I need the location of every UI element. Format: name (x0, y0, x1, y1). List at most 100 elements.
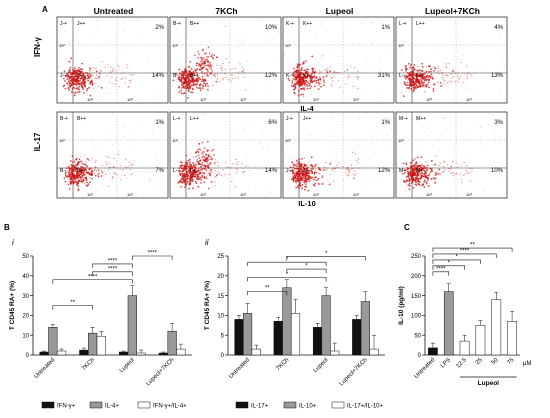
bar (243, 313, 253, 356)
significance-label: **** (108, 258, 118, 264)
bar (459, 340, 470, 356)
y-tick-label: 50 (414, 333, 421, 339)
legend-swatch (283, 401, 297, 409)
plot-frame (56, 16, 169, 104)
bar (88, 332, 98, 356)
bar (48, 327, 58, 356)
bar (491, 299, 502, 356)
bar (282, 287, 292, 356)
significance-label: * (325, 251, 328, 257)
column-title: Lupeol+7KCh (425, 6, 480, 16)
scatter-dots (282, 112, 392, 192)
bar (127, 295, 137, 356)
legend-label: IFN-γ+ (57, 404, 76, 410)
significance-bracket (432, 271, 450, 276)
bar (507, 321, 517, 356)
quadrant-label: B++ (190, 21, 199, 27)
scatter-dots (170, 16, 279, 104)
significance-label: **** (436, 266, 446, 272)
quadrant-label: L-+ (399, 21, 406, 27)
significance-bracket (52, 279, 133, 284)
tick-label: 10³ (353, 192, 359, 197)
panel-label-b: B (4, 223, 10, 232)
bar (321, 295, 331, 356)
legend-swatch (235, 401, 249, 409)
row-bottom-label: IL-4 (300, 104, 314, 113)
flow-plot: J-+ J++ J-- J+- 1% 12% 10³ 10³ 10² (282, 111, 395, 199)
tick-label: 10³ (87, 97, 93, 102)
quadrant-label: K++ (303, 21, 312, 27)
x-tick-label: Untreated (228, 357, 251, 380)
y-tick-label: 20 (22, 314, 29, 320)
tick-label: 10³ (200, 97, 206, 102)
quadrant-label: B-- (60, 168, 67, 174)
tick-label: 10² (398, 138, 404, 143)
legend-label: IL-17+ (251, 404, 269, 410)
significance-label: * (305, 264, 308, 270)
plot-frame (395, 111, 508, 199)
panel-label-b-i: i (12, 238, 14, 247)
bar (136, 352, 146, 356)
tick-label: 10³ (426, 97, 432, 102)
bar (158, 352, 168, 356)
y-tick-label: 0 (418, 353, 422, 359)
significance-bracket (286, 268, 327, 274)
scatter-dots (396, 114, 502, 198)
flow-plot: B-+ B++ B-- B+- 1% 7% 10³ 10³ 10² (56, 111, 169, 199)
quadrant-label: K-- (286, 73, 293, 79)
bar (475, 325, 486, 356)
quadrant-label: J-+ (60, 21, 67, 27)
percentage-upper-right: 2% (155, 25, 164, 31)
percentage-lower-right: 14% (152, 73, 165, 79)
quadrant-label: L-- (399, 73, 405, 79)
plot-frame (395, 16, 508, 104)
bar (443, 291, 454, 356)
row-axis-label: IFN-γ (33, 36, 42, 57)
quadrant-label: K+- (303, 73, 311, 79)
legend-swatch (89, 401, 103, 409)
y-tick-label: 10 (22, 333, 29, 339)
flow-plot: J-+ J++ J-- J+- 2% 14% 10³ 10³ 10² (56, 16, 169, 104)
x-tick-label: Lupeol (119, 357, 136, 374)
tick-label: 10³ (466, 97, 472, 102)
bar (312, 327, 323, 356)
significance-label: * (455, 254, 458, 260)
x-tick-label: Untreated (33, 357, 56, 380)
significance-bracket (247, 261, 327, 267)
y-tick-label: 150 (411, 294, 422, 300)
bar (119, 351, 129, 356)
bar (290, 313, 301, 356)
bar (167, 330, 177, 356)
tick-label: 10² (172, 138, 178, 143)
tick-label: 10² (172, 43, 178, 48)
quadrant-label: L-- (173, 168, 179, 174)
x-tick-label: Lupeol+7KCh (339, 357, 369, 387)
significance-bracket (432, 247, 513, 253)
legend-swatch (331, 401, 345, 409)
quadrant-label: J-- (286, 168, 292, 174)
x-tick-label: 75 (507, 357, 516, 366)
quadrant-label: J+- (77, 73, 84, 79)
quadrant-label: J++ (77, 21, 85, 27)
legend-swatch (41, 401, 55, 409)
legend-label: IL-10+ (299, 404, 317, 410)
significance-label: **** (88, 274, 98, 280)
bar (176, 348, 186, 356)
legend-swatch (137, 401, 151, 409)
x-tick-label: LPS (440, 357, 452, 369)
quadrant-label: J-+ (286, 116, 293, 122)
tick-label: 10³ (353, 97, 359, 102)
tick-label: 10² (59, 43, 65, 48)
x-tick-label: Untreated (413, 357, 436, 380)
bar (330, 350, 340, 356)
y-axis-label: IL-10 (pg/ml) (398, 286, 405, 325)
tick-label: 10² (398, 43, 404, 48)
quadrant-label: L++ (416, 21, 425, 27)
significance-bracket (286, 256, 366, 261)
percentage-upper-right: 1% (381, 25, 390, 31)
significance-label: * (286, 257, 289, 263)
bar (39, 351, 49, 356)
quadrant-label: J++ (303, 116, 311, 122)
significance-bracket (52, 305, 93, 310)
significance-label: ** (265, 286, 270, 292)
